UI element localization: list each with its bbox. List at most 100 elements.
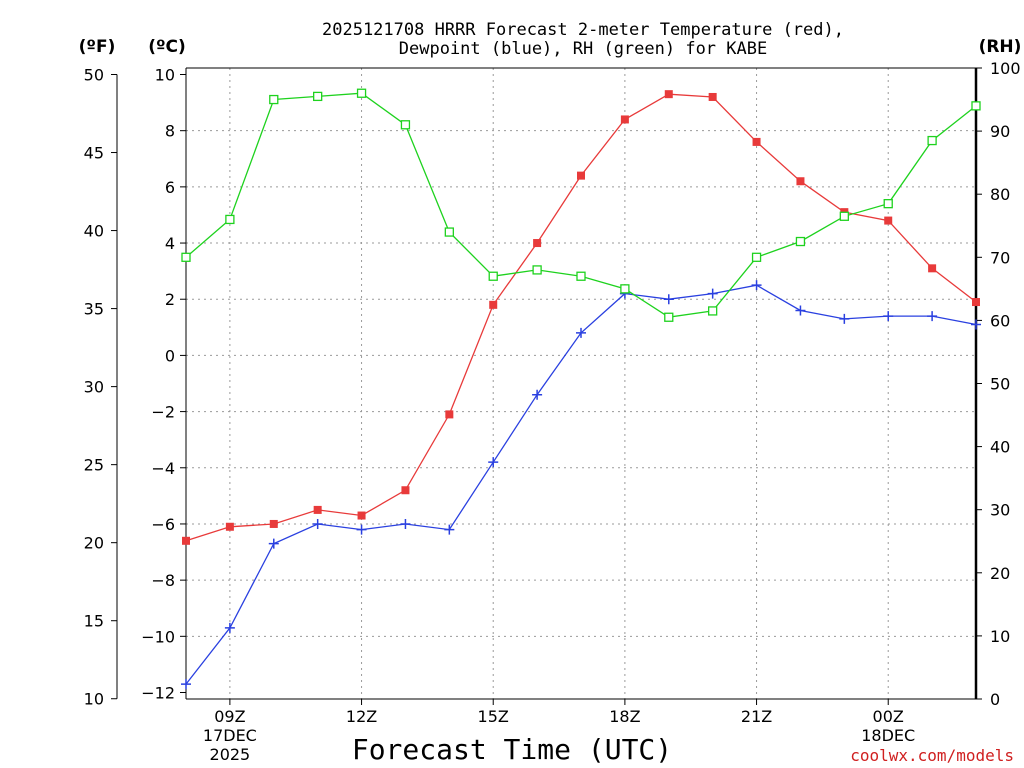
dewpoint-point bbox=[356, 524, 367, 535]
celsius-tick-label: 4 bbox=[165, 234, 175, 253]
rh-unit-label: (RH) bbox=[979, 37, 1022, 57]
rh-tick-label: 0 bbox=[990, 690, 1000, 709]
fahrenheit-tick-label: 35 bbox=[84, 300, 104, 319]
dewpoint-point bbox=[751, 280, 762, 291]
rh-point bbox=[400, 120, 411, 130]
temperature-point bbox=[577, 171, 585, 180]
fahrenheit-tick-label: 50 bbox=[84, 66, 104, 85]
tick-labels: 5045403530252015101086420−2−4−6−8−10−121… bbox=[84, 59, 1021, 764]
x-tick-label: 2025 bbox=[210, 745, 251, 764]
rh-point bbox=[971, 101, 981, 111]
rh-tick-label: 90 bbox=[990, 122, 1010, 141]
temperature-point bbox=[489, 300, 498, 309]
temperature-point bbox=[972, 298, 980, 307]
rh-tick-label: 100 bbox=[990, 59, 1021, 78]
x-tick-label: 17DEC bbox=[203, 726, 257, 745]
temperature-point bbox=[752, 137, 761, 146]
dewpoint-point bbox=[663, 294, 674, 305]
dewpoint-point bbox=[312, 518, 323, 529]
celsius-tick-label: −4 bbox=[151, 459, 175, 478]
celsius-tick-label: −10 bbox=[141, 627, 175, 646]
temperature-point bbox=[269, 519, 278, 528]
celsius-tick-label: −12 bbox=[141, 684, 175, 703]
rh-tick-label: 30 bbox=[990, 501, 1010, 520]
fahrenheit-tick-label: 45 bbox=[84, 144, 104, 163]
rh-tick-label: 50 bbox=[990, 375, 1010, 394]
celsius-tick-label: 0 bbox=[165, 346, 175, 365]
celsius-unit-label: (ºC) bbox=[148, 37, 186, 57]
x-tick-label: 15Z bbox=[478, 707, 509, 726]
temperature-point bbox=[796, 177, 805, 186]
rh-line bbox=[185, 92, 977, 318]
credit-text: coolwx.com/models bbox=[850, 746, 1014, 765]
rh-point bbox=[313, 91, 323, 102]
rh-point bbox=[576, 271, 586, 281]
temperature-point bbox=[708, 92, 717, 101]
dewpoint-point bbox=[576, 327, 586, 338]
rh-point bbox=[488, 271, 498, 281]
temperature-point bbox=[182, 536, 190, 545]
rh-tick-label: 70 bbox=[990, 248, 1010, 267]
fahrenheit-tick-label: 20 bbox=[84, 534, 104, 553]
grid-lines bbox=[186, 68, 976, 699]
x-tick-label: 18DEC bbox=[861, 726, 915, 745]
x-tick-label: 18Z bbox=[609, 707, 640, 726]
dewpoint-point bbox=[444, 524, 455, 535]
temperature-point bbox=[664, 90, 673, 99]
rh-point bbox=[751, 252, 762, 262]
dewpoint-point bbox=[707, 288, 718, 299]
dewpoint-point bbox=[181, 679, 191, 690]
dewpoint-point bbox=[971, 319, 981, 330]
dewpoint-point bbox=[488, 457, 499, 468]
temperature-point bbox=[533, 239, 542, 248]
x-axis-title: Forecast Time (UTC) bbox=[352, 733, 672, 766]
rh-tick-label: 60 bbox=[990, 311, 1010, 330]
temperature-point bbox=[928, 264, 937, 273]
celsius-tick-label: 10 bbox=[155, 66, 175, 85]
celsius-tick-label: 8 bbox=[165, 122, 175, 141]
rh-tick-label: 20 bbox=[990, 564, 1010, 583]
dewpoint-point bbox=[883, 311, 894, 322]
chart-title-line-1: 2025121708 HRRR Forecast 2-meter Tempera… bbox=[322, 20, 844, 40]
dewpoint-point bbox=[268, 538, 279, 549]
temperature-point bbox=[445, 410, 454, 419]
rh-point bbox=[181, 252, 191, 262]
rh-point bbox=[225, 214, 235, 225]
celsius-tick-label: −2 bbox=[151, 403, 175, 422]
rh-point bbox=[839, 211, 849, 221]
fahrenheit-unit-label: (ºF) bbox=[79, 37, 116, 57]
temperature-point bbox=[884, 216, 893, 225]
temperature-point bbox=[357, 511, 366, 520]
rh-tick-label: 10 bbox=[990, 627, 1010, 646]
rh-point bbox=[532, 265, 542, 275]
dewpoint-point bbox=[839, 313, 850, 324]
dewpoint-point bbox=[927, 311, 938, 322]
celsius-tick-label: −8 bbox=[151, 571, 175, 590]
rh-point bbox=[269, 94, 279, 105]
temperature-point bbox=[225, 522, 234, 531]
rh-point bbox=[708, 306, 718, 316]
fahrenheit-tick-label: 10 bbox=[84, 690, 104, 709]
celsius-tick-label: 6 bbox=[165, 178, 175, 197]
fahrenheit-tick-label: 15 bbox=[84, 612, 104, 631]
temperature-point bbox=[620, 115, 629, 124]
rh-point bbox=[927, 135, 937, 146]
celsius-tick-label: −6 bbox=[151, 515, 175, 534]
series-group bbox=[181, 88, 981, 690]
x-tick-label: 21Z bbox=[741, 707, 772, 726]
dewpoint-line bbox=[185, 284, 977, 685]
x-tick-label: 12Z bbox=[346, 707, 377, 726]
rh-point bbox=[444, 227, 454, 237]
fahrenheit-tick-label: 30 bbox=[84, 378, 104, 397]
rh-tick-label: 80 bbox=[990, 185, 1010, 204]
x-tick-label: 09Z bbox=[214, 707, 245, 726]
rh-tick-label: 40 bbox=[990, 438, 1010, 457]
celsius-tick-label: 2 bbox=[165, 290, 175, 309]
x-tick-label: 00Z bbox=[873, 707, 904, 726]
dewpoint-point bbox=[400, 518, 411, 529]
dewpoint-point bbox=[795, 305, 806, 316]
dewpoint-point bbox=[532, 389, 543, 400]
temperature-point bbox=[313, 505, 322, 514]
fahrenheit-tick-label: 40 bbox=[84, 222, 104, 241]
